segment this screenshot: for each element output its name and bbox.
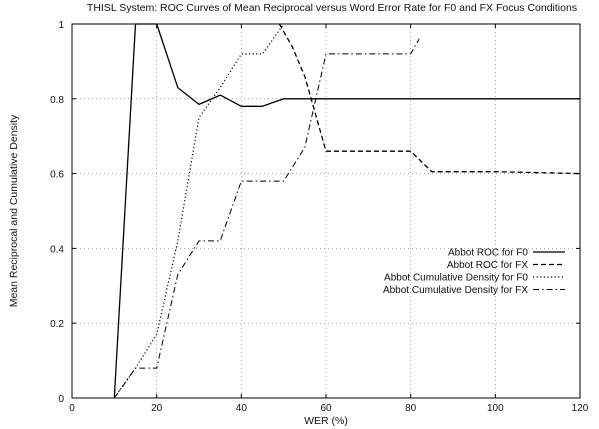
legend-label-4: Abbot Cumulative Density for FX (383, 285, 528, 296)
y-tick-label: 0.2 (50, 319, 64, 330)
x-tick-label: 60 (320, 403, 332, 414)
legend-label-2: Abbot ROC for FX (447, 260, 528, 271)
x-axis-label: WER (%) (304, 415, 348, 427)
y-tick-label: 0.6 (50, 170, 64, 181)
chart-title: THISL System: ROC Curves of Mean Recipro… (87, 2, 577, 14)
y-axis-label: Mean Reciprocal and Cumulative Density (8, 114, 20, 307)
x-tick-label: 40 (236, 403, 248, 414)
x-tick-label: 0 (69, 403, 75, 414)
legend-label-1: Abbot ROC for F0 (448, 248, 528, 259)
x-tick-label: 80 (405, 403, 417, 414)
x-tick-label: 100 (487, 403, 504, 414)
x-tick-label: 20 (151, 403, 163, 414)
series-layer (113, 23, 581, 399)
y-tick-label: 0.4 (50, 244, 64, 255)
legend-label-3: Abbot Cumulative Density for F0 (384, 273, 528, 284)
y-tick-label: 1 (58, 20, 64, 31)
y-tick-label: 0 (58, 394, 64, 405)
grid-layer (72, 24, 580, 398)
tick-layer: 0 20 40 60 80 100 120 0 0.2 0.4 0.6 0.8 1 (50, 20, 589, 414)
x-tick-label: 120 (572, 403, 589, 414)
series-line-1 (113, 23, 580, 399)
y-tick-label: 0.8 (50, 95, 64, 106)
series-line-3 (113, 23, 285, 399)
series-line-4 (113, 38, 420, 399)
